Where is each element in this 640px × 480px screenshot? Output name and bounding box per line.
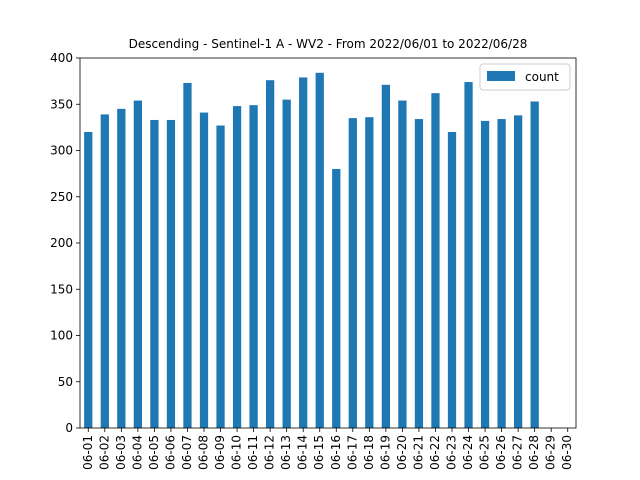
y-tick-label: 350 [50,97,73,111]
y-tick-label: 150 [50,282,73,296]
x-tick-label: 06-22 [428,435,442,470]
bar-06-14 [299,77,308,429]
x-tick-label: 06-20 [395,435,409,470]
bar-06-28 [530,101,539,428]
x-tick-label: 06-14 [296,435,310,470]
x-tick-label: 06-15 [312,435,326,470]
x-tick-label: 06-09 [213,435,227,470]
x-tick-label: 06-10 [230,435,244,470]
bar-06-19 [381,84,390,428]
legend: count [479,63,571,91]
bar-06-26 [497,119,506,429]
x-tick-label: 06-04 [130,435,144,470]
y-axis: 0 50 100 150 200 250 300 350 400 [50,51,80,435]
bar-06-20 [398,100,407,429]
legend-swatch [487,71,515,81]
x-tick-label: 06-03 [114,435,128,470]
y-tick-label: 0 [65,421,73,435]
x-tick-label: 06-02 [97,435,111,470]
x-tick-label: 06-27 [511,435,525,470]
bar-06-24 [464,82,473,429]
x-tick-label: 06-05 [147,435,161,470]
y-tick-label: 100 [50,329,73,343]
bar-06-07 [183,82,192,428]
bar-06-10 [232,106,242,428]
x-tick-label: 06-30 [560,435,574,470]
bar-06-12 [266,80,275,428]
bar-06-06 [166,119,176,428]
x-tick-label: 06-12 [263,435,277,470]
plot-frame [79,57,577,429]
x-tick-label: 06-28 [527,435,541,470]
bar-06-27 [514,115,523,428]
bars-group [84,72,539,429]
bar-06-25 [480,120,490,429]
x-axis: 06-01 06-02 06-03 06-04 06-05 06-06 06-07 06-08… [81,428,574,470]
bar-06-23 [447,132,457,428]
bar-06-15 [315,72,324,429]
bar-06-09 [216,125,225,429]
x-tick-label: 06-16 [329,435,343,470]
x-tick-label: 06-11 [246,435,260,470]
bar-06-03 [117,108,126,428]
bar-06-11 [249,105,258,429]
x-tick-label: 06-19 [378,435,392,470]
bar-06-05 [150,119,159,428]
legend-label: count [525,70,559,84]
y-tick-label: 50 [58,375,73,389]
x-tick-label: 06-23 [445,435,459,470]
y-tick-label: 300 [50,144,73,158]
bar-06-01 [84,132,93,428]
x-tick-label: 06-07 [180,435,194,470]
bar-06-02 [100,114,109,429]
bar-06-22 [431,93,440,429]
bar-06-16 [332,169,341,428]
chart-title: Descending - Sentinel-1 A - WV2 - From 2… [129,37,528,51]
x-tick-label: 06-26 [494,435,508,470]
x-tick-label: 06-06 [163,435,177,470]
x-tick-label: 06-17 [345,435,359,470]
y-tick-label: 250 [50,190,73,204]
y-tick-label: 200 [50,236,73,250]
x-tick-label: 06-29 [544,435,558,470]
x-tick-label: 06-13 [279,435,293,470]
x-tick-label: 06-18 [362,435,376,470]
x-tick-label: 06-25 [478,435,492,470]
bar-06-13 [282,99,291,428]
x-tick-label: 06-21 [411,435,425,470]
legend-box [479,63,571,91]
y-tick-label: 400 [50,51,73,65]
x-tick-label: 06-08 [197,435,211,470]
bar-06-04 [133,100,142,429]
bar-06-21 [414,119,424,429]
bar-06-18 [365,117,374,428]
bar-06-08 [199,112,209,428]
bar-06-17 [348,118,357,428]
x-tick-label: 06-24 [461,435,475,470]
x-tick-label: 06-01 [81,435,95,470]
